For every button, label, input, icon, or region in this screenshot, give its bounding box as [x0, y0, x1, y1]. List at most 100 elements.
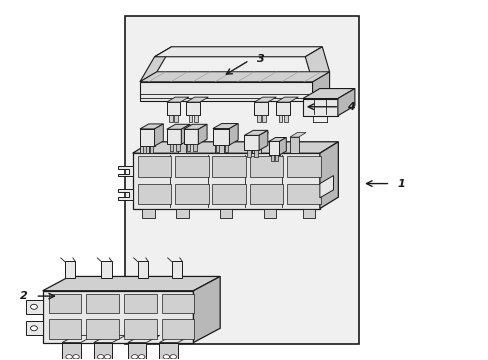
- Polygon shape: [159, 336, 191, 342]
- Bar: [125, 16, 358, 344]
- Polygon shape: [171, 261, 182, 278]
- Bar: [194, 114, 198, 122]
- Polygon shape: [62, 336, 94, 342]
- Polygon shape: [181, 124, 190, 144]
- Text: 1: 1: [397, 179, 405, 189]
- Bar: [169, 114, 173, 122]
- Bar: [284, 114, 287, 122]
- Polygon shape: [166, 97, 188, 102]
- Polygon shape: [319, 176, 333, 198]
- Bar: [142, 208, 154, 217]
- Polygon shape: [186, 102, 200, 114]
- Polygon shape: [319, 142, 338, 208]
- Bar: [249, 184, 283, 204]
- Bar: [175, 184, 208, 204]
- Bar: [48, 294, 81, 313]
- Polygon shape: [177, 137, 186, 153]
- Polygon shape: [127, 336, 159, 342]
- Polygon shape: [289, 137, 298, 153]
- Polygon shape: [166, 129, 181, 144]
- Bar: [48, 319, 81, 339]
- Bar: [169, 144, 173, 152]
- Polygon shape: [259, 130, 267, 150]
- Polygon shape: [140, 72, 329, 82]
- Bar: [123, 294, 157, 313]
- Polygon shape: [215, 137, 224, 153]
- Polygon shape: [127, 342, 146, 360]
- Polygon shape: [212, 123, 238, 129]
- Polygon shape: [186, 97, 208, 102]
- Bar: [86, 319, 119, 339]
- Bar: [215, 145, 219, 152]
- Polygon shape: [64, 261, 75, 278]
- Polygon shape: [268, 138, 286, 141]
- Bar: [287, 184, 320, 204]
- Polygon shape: [268, 141, 279, 155]
- Polygon shape: [132, 153, 319, 208]
- Polygon shape: [62, 342, 81, 360]
- Bar: [302, 208, 314, 217]
- Polygon shape: [279, 138, 286, 155]
- Polygon shape: [140, 82, 312, 102]
- Bar: [249, 156, 283, 177]
- Bar: [149, 146, 153, 153]
- Polygon shape: [198, 124, 206, 144]
- Bar: [220, 208, 232, 217]
- Polygon shape: [177, 132, 193, 137]
- Bar: [256, 114, 260, 122]
- Polygon shape: [215, 132, 231, 137]
- Polygon shape: [212, 129, 229, 145]
- Bar: [212, 184, 245, 204]
- Polygon shape: [183, 129, 198, 144]
- Polygon shape: [244, 130, 267, 135]
- Polygon shape: [166, 102, 180, 114]
- Text: 4: 4: [346, 102, 354, 112]
- Bar: [137, 184, 171, 204]
- Bar: [254, 150, 257, 157]
- Polygon shape: [193, 276, 220, 342]
- Polygon shape: [140, 47, 171, 82]
- Ellipse shape: [104, 355, 111, 359]
- Bar: [186, 144, 190, 152]
- Bar: [161, 319, 194, 339]
- Polygon shape: [154, 47, 322, 57]
- Ellipse shape: [131, 355, 138, 359]
- Polygon shape: [254, 102, 267, 114]
- Polygon shape: [132, 142, 338, 153]
- Polygon shape: [302, 89, 354, 99]
- Bar: [270, 155, 273, 161]
- Polygon shape: [229, 123, 238, 145]
- Polygon shape: [140, 124, 163, 129]
- Bar: [142, 146, 146, 153]
- Polygon shape: [305, 47, 329, 82]
- Polygon shape: [101, 261, 112, 278]
- Bar: [161, 294, 194, 313]
- Circle shape: [30, 304, 37, 309]
- Bar: [174, 114, 178, 122]
- Polygon shape: [140, 132, 156, 137]
- Bar: [224, 145, 227, 152]
- Ellipse shape: [66, 355, 72, 359]
- Ellipse shape: [138, 355, 144, 359]
- Polygon shape: [244, 135, 259, 150]
- Polygon shape: [26, 321, 42, 336]
- Polygon shape: [254, 97, 276, 102]
- Polygon shape: [140, 137, 149, 153]
- Polygon shape: [26, 300, 42, 314]
- Bar: [274, 155, 277, 161]
- Polygon shape: [94, 336, 125, 342]
- Bar: [247, 150, 250, 157]
- Polygon shape: [252, 132, 268, 137]
- Bar: [176, 144, 180, 152]
- Polygon shape: [183, 124, 206, 129]
- Bar: [176, 208, 188, 217]
- Polygon shape: [42, 276, 220, 291]
- Text: 2: 2: [20, 291, 28, 301]
- Polygon shape: [118, 166, 132, 176]
- Polygon shape: [94, 342, 112, 360]
- Bar: [137, 156, 171, 177]
- Polygon shape: [140, 129, 154, 146]
- Text: 3: 3: [256, 54, 264, 64]
- Bar: [188, 114, 192, 122]
- Polygon shape: [252, 137, 261, 153]
